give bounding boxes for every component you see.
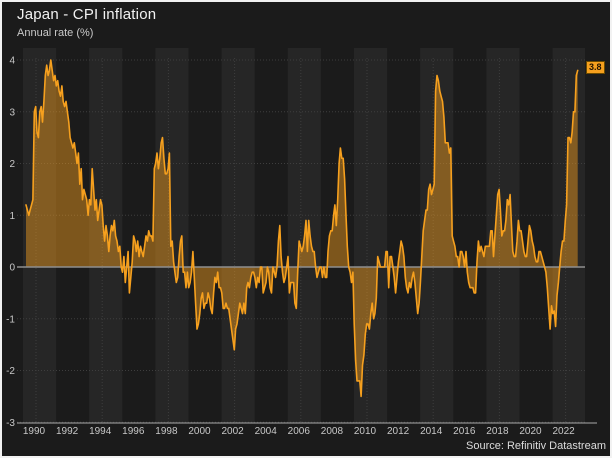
x-axis-tick-label: 2012: [387, 426, 410, 437]
year-band: [354, 48, 388, 423]
year-band: [420, 48, 454, 423]
x-axis-tick-label: 2022: [552, 426, 575, 437]
chart-subtitle: Annual rate (%): [17, 27, 94, 39]
year-band: [552, 48, 585, 423]
y-axis-tick-label: 4: [9, 56, 15, 67]
year-band: [155, 48, 189, 423]
x-axis-tick-label: 1998: [155, 426, 178, 437]
x-axis-tick-label: 2010: [354, 426, 377, 437]
x-axis-tick-label: 2000: [188, 426, 211, 437]
y-axis-tick-label: -2: [6, 366, 15, 377]
source-attribution: Source: Refinitiv Datastream: [466, 440, 606, 452]
y-axis-tick-label: -3: [6, 418, 15, 429]
last-value-badge: 3.8: [586, 61, 605, 74]
cpi-area-fill: [26, 60, 578, 397]
x-axis-tick-label: 2014: [420, 426, 443, 437]
cpi-line: [25, 59, 579, 398]
x-axis-tick-label: 2002: [221, 426, 244, 437]
year-band: [221, 48, 255, 423]
x-axis-tick-label: 2004: [255, 426, 278, 437]
x-axis-tick-label: 2020: [519, 426, 542, 437]
y-axis-tick-label: 0: [9, 263, 15, 274]
y-axis-tick-label: -1: [6, 314, 15, 325]
y-axis-tick-label: 2: [9, 159, 15, 170]
y-axis-tick-label: 3: [9, 107, 15, 118]
x-axis-tick-label: 1990: [23, 426, 46, 437]
x-axis-tick-label: 2006: [288, 426, 311, 437]
x-axis-tick-label: 1994: [89, 426, 112, 437]
x-axis-tick-label: 2016: [453, 426, 476, 437]
x-axis-tick-label: 2018: [486, 426, 509, 437]
x-axis-tick-label: 2008: [321, 426, 344, 437]
y-axis-tick-label: 1: [9, 211, 15, 222]
chart-title: Japan - CPI inflation: [17, 6, 157, 23]
x-axis-tick-label: 1992: [56, 426, 79, 437]
x-axis-tick-label: 1996: [122, 426, 145, 437]
